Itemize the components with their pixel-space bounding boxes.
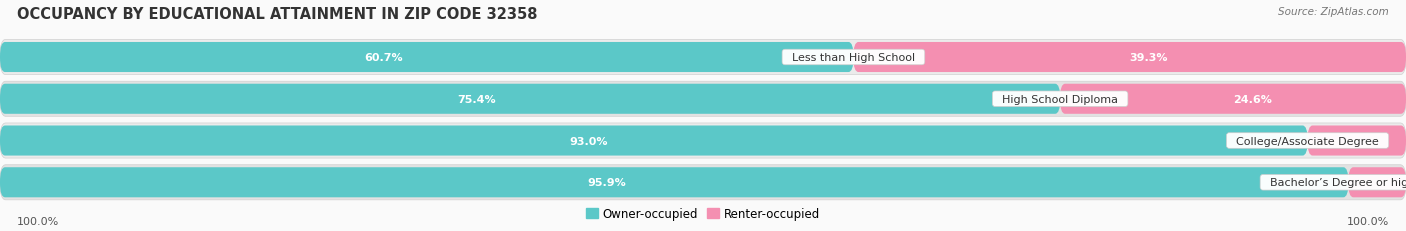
- FancyBboxPatch shape: [0, 123, 1406, 158]
- FancyBboxPatch shape: [0, 126, 1308, 156]
- Text: 39.3%: 39.3%: [1130, 53, 1168, 63]
- FancyBboxPatch shape: [0, 82, 1406, 117]
- Text: 75.4%: 75.4%: [458, 94, 496, 104]
- FancyBboxPatch shape: [1060, 84, 1406, 114]
- Text: OCCUPANCY BY EDUCATIONAL ATTAINMENT IN ZIP CODE 32358: OCCUPANCY BY EDUCATIONAL ATTAINMENT IN Z…: [17, 7, 537, 22]
- FancyBboxPatch shape: [0, 165, 1406, 200]
- FancyBboxPatch shape: [0, 167, 1348, 198]
- Text: 100.0%: 100.0%: [1347, 216, 1389, 226]
- FancyBboxPatch shape: [1308, 126, 1406, 156]
- Text: Bachelor’s Degree or higher: Bachelor’s Degree or higher: [1263, 177, 1406, 188]
- Text: College/Associate Degree: College/Associate Degree: [1229, 136, 1386, 146]
- Text: High School Diploma: High School Diploma: [995, 94, 1125, 104]
- Text: 60.7%: 60.7%: [364, 53, 404, 63]
- FancyBboxPatch shape: [0, 43, 853, 73]
- FancyBboxPatch shape: [853, 43, 1406, 73]
- Text: 93.0%: 93.0%: [569, 136, 607, 146]
- Text: 100.0%: 100.0%: [17, 216, 59, 226]
- FancyBboxPatch shape: [0, 40, 1406, 75]
- Legend: Owner-occupied, Renter-occupied: Owner-occupied, Renter-occupied: [581, 203, 825, 225]
- FancyBboxPatch shape: [1348, 167, 1406, 198]
- Text: Less than High School: Less than High School: [785, 53, 922, 63]
- Text: 24.6%: 24.6%: [1233, 94, 1272, 104]
- Text: Source: ZipAtlas.com: Source: ZipAtlas.com: [1278, 7, 1389, 17]
- FancyBboxPatch shape: [0, 84, 1060, 114]
- Text: 95.9%: 95.9%: [588, 177, 626, 188]
